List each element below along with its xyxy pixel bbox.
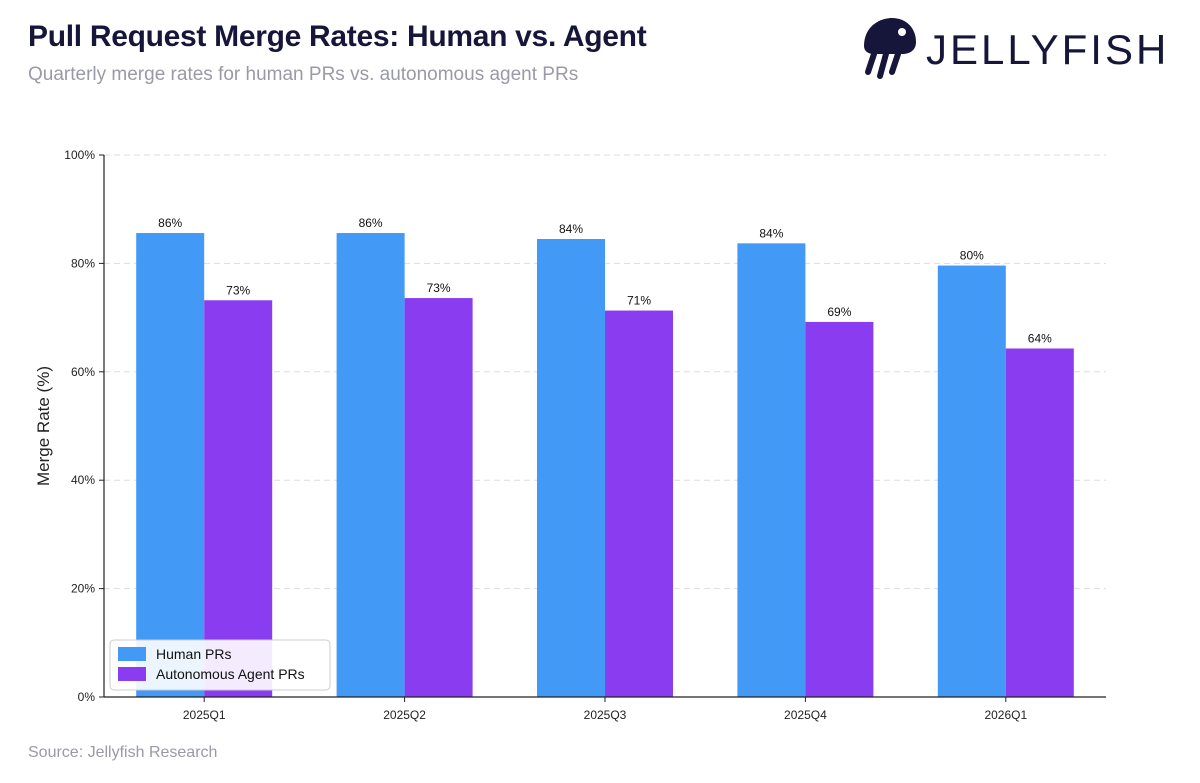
legend-box [109, 639, 331, 691]
bar-value-label: 73% [427, 281, 451, 295]
bar-value-label: 84% [559, 222, 583, 236]
x-tick-label: 2025Q1 [183, 708, 226, 722]
human-bar [537, 239, 605, 697]
chart-title: Pull Request Merge Rates: Human vs. Agen… [28, 20, 647, 53]
human-bar [737, 243, 806, 697]
bar-value-label: 73% [226, 283, 250, 297]
chart-subtitle: Quarterly merge rates for human PRs vs. … [28, 64, 579, 85]
value-labels: 86% 73% 86% 73% 84% 71% 84% 69% 80% 64% [158, 216, 1052, 345]
y-tick-label: 80% [71, 256, 95, 270]
agent-bar [404, 298, 473, 697]
bar-value-label: 86% [158, 216, 182, 230]
agent-bar [1005, 348, 1074, 697]
y-tick-label: 60% [71, 365, 95, 379]
human-bar [336, 233, 405, 697]
x-tick-label: 2026Q1 [984, 708, 1027, 722]
bar-value-label: 64% [1028, 331, 1052, 345]
agent-bar [204, 300, 273, 697]
brand-logo-text: JELLYFISH [926, 26, 1170, 73]
bars [136, 233, 1074, 697]
bar-value-label: 80% [960, 249, 984, 263]
x-tick-label: 2025Q3 [584, 708, 627, 722]
legend-label-human: Human PRs [156, 646, 231, 662]
x-tick-label: 2025Q4 [784, 708, 827, 722]
bar-value-label: 69% [827, 305, 851, 319]
bar-value-label: 71% [627, 294, 651, 308]
x-tick-label: 2025Q2 [383, 708, 426, 722]
y-tick-label: 0% [78, 690, 96, 704]
legend-swatch-agent [118, 667, 146, 681]
agent-bar [805, 321, 874, 697]
legend-swatch-human [118, 647, 146, 661]
y-tick-label: 20% [71, 582, 95, 596]
y-tick-label: 40% [71, 473, 95, 487]
human-bar [937, 265, 1006, 697]
y-tick-label: 100% [64, 148, 95, 162]
y-axis-title: Merge Rate (%) [34, 366, 53, 486]
axes: 0% 20% 40% 60% 80% 100% 2025Q1 2025Q2 2025Q3 2025… [64, 148, 1106, 722]
agent-bar [605, 310, 673, 697]
legend-label-agent: Autonomous Agent PRs [156, 666, 305, 682]
brand-logo: JELLYFISH [858, 16, 1178, 80]
legend: Human PRs Autonomous Agent PRs [109, 639, 331, 691]
jellyfish-icon [864, 18, 916, 79]
source-note: Source: Jellyfish Research [28, 744, 218, 761]
human-bar [136, 233, 205, 697]
bar-value-label: 86% [359, 216, 383, 230]
bar-value-label: 84% [759, 226, 783, 240]
